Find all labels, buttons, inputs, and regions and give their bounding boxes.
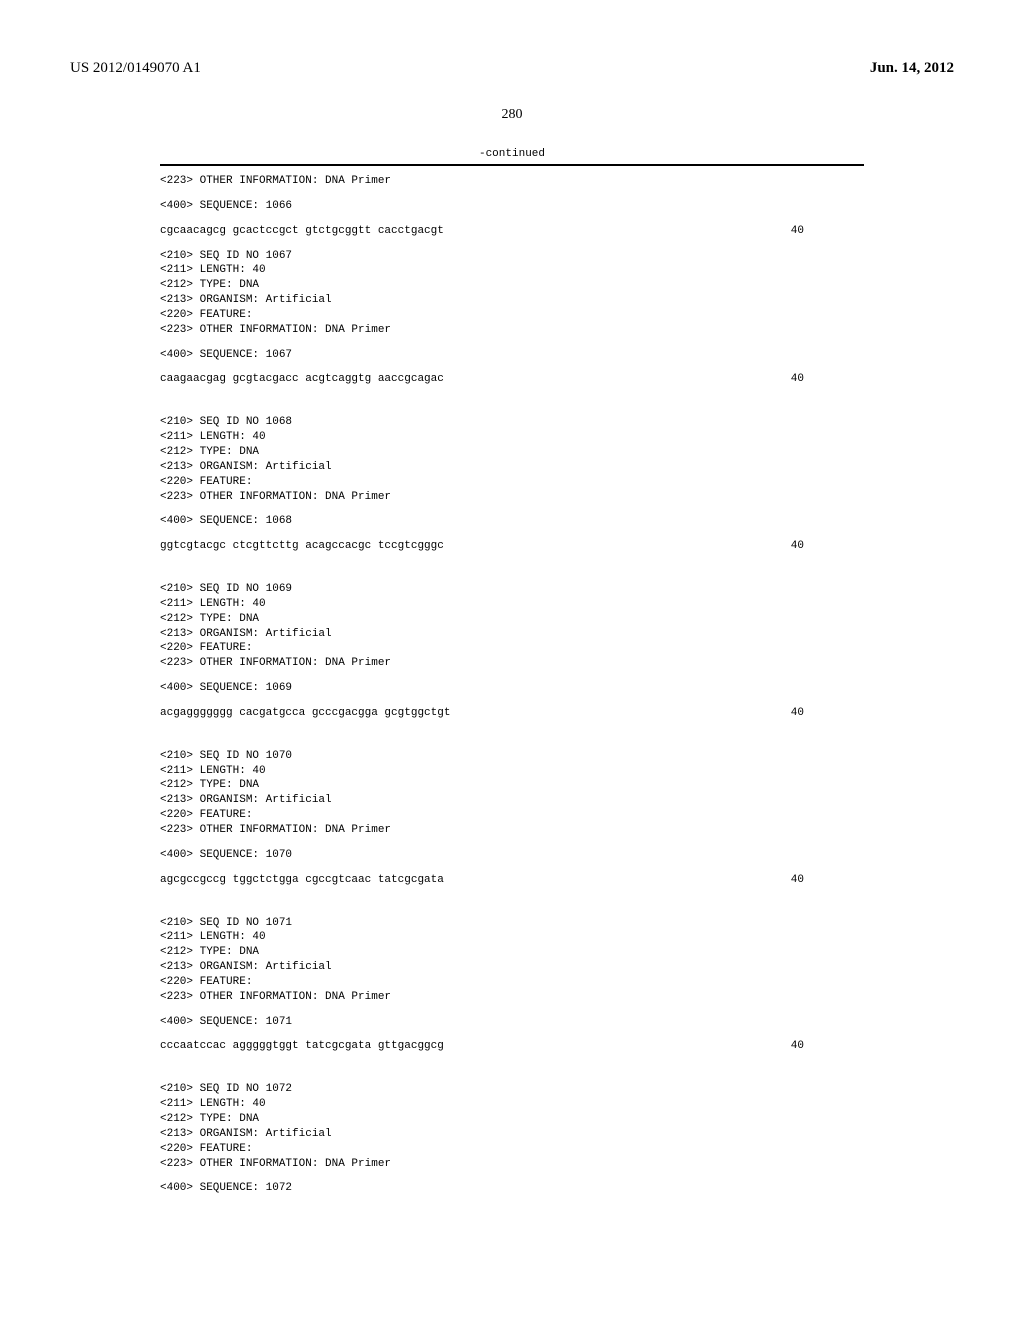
type-line: <212> TYPE: DNA	[160, 445, 864, 460]
length-line: <211> LENGTH: 40	[160, 764, 864, 779]
sequence-text: ggtcgtacgc ctcgttcttg acagccacgc tccgtcg…	[160, 539, 444, 554]
divider-line	[160, 164, 864, 166]
page-header: US 2012/0149070 A1 Jun. 14, 2012	[70, 60, 954, 77]
sequence-header: <400> SEQUENCE: 1068	[160, 514, 864, 529]
organism-line: <213> ORGANISM: Artificial	[160, 793, 864, 808]
sequence-length-num: 40	[791, 1039, 864, 1054]
sequence-text: agcgccgccg tggctctgga cgccgtcaac tatcgcg…	[160, 873, 444, 888]
sequence-text: cgcaacagcg gcactccgct gtctgcggtt cacctga…	[160, 224, 444, 239]
type-line: <212> TYPE: DNA	[160, 945, 864, 960]
sequence-row: ggtcgtacgc ctcgttcttg acagccacgc tccgtcg…	[160, 539, 864, 554]
sequence-header: <400> SEQUENCE: 1069	[160, 681, 864, 696]
sequence-text: cccaatccac agggggtggt tatcgcgata gttgacg…	[160, 1039, 444, 1054]
type-line: <212> TYPE: DNA	[160, 278, 864, 293]
sequence-length-num: 40	[791, 873, 864, 888]
sequence-entry: <210> SEQ ID NO 1067<211> LENGTH: 40<212…	[160, 249, 864, 388]
seq-id-line: <210> SEQ ID NO 1070	[160, 749, 864, 764]
sequence-row: acgaggggggg cacgatgcca gcccgacgga gcgtgg…	[160, 706, 864, 721]
first-entry-block: <223> OTHER INFORMATION: DNA Primer <400…	[160, 174, 864, 239]
publication-date: Jun. 14, 2012	[870, 60, 954, 77]
publication-number: US 2012/0149070 A1	[70, 60, 201, 77]
sequence-length-num: 40	[791, 706, 864, 721]
other-info-line: <223> OTHER INFORMATION: DNA Primer	[160, 656, 864, 671]
feature-line: <220> FEATURE:	[160, 308, 864, 323]
sequence-length-num: 40	[791, 224, 864, 239]
other-info-line: <223> OTHER INFORMATION: DNA Primer	[160, 323, 864, 338]
sequence-text: acgaggggggg cacgatgcca gcccgacgga gcgtgg…	[160, 706, 450, 721]
length-line: <211> LENGTH: 40	[160, 263, 864, 278]
sequence-entry: <210> SEQ ID NO 1069<211> LENGTH: 40<212…	[160, 582, 864, 721]
sequence-header: <400> SEQUENCE: 1072	[160, 1181, 864, 1196]
feature-line: <220> FEATURE:	[160, 1142, 864, 1157]
seq-id-line: <210> SEQ ID NO 1068	[160, 415, 864, 430]
length-line: <211> LENGTH: 40	[160, 430, 864, 445]
continued-label: -continued	[70, 148, 954, 160]
seq-id-line: <210> SEQ ID NO 1071	[160, 916, 864, 931]
sequence-row: caagaacgag gcgtacgacc acgtcaggtg aaccgca…	[160, 372, 864, 387]
type-line: <212> TYPE: DNA	[160, 1112, 864, 1127]
sequence-listing: <223> OTHER INFORMATION: DNA Primer <400…	[160, 174, 864, 1196]
sequence-entry: <210> SEQ ID NO 1068<211> LENGTH: 40<212…	[160, 415, 864, 554]
sequence-row: cccaatccac agggggtggt tatcgcgata gttgacg…	[160, 1039, 864, 1054]
organism-line: <213> ORGANISM: Artificial	[160, 960, 864, 975]
sequence-entry: <210> SEQ ID NO 1070<211> LENGTH: 40<212…	[160, 749, 864, 888]
sequence-header: <400> SEQUENCE: 1066	[160, 199, 864, 214]
type-line: <212> TYPE: DNA	[160, 778, 864, 793]
organism-line: <213> ORGANISM: Artificial	[160, 293, 864, 308]
type-line: <212> TYPE: DNA	[160, 612, 864, 627]
sequence-header: <400> SEQUENCE: 1070	[160, 848, 864, 863]
organism-line: <213> ORGANISM: Artificial	[160, 460, 864, 475]
sequence-entry: <210> SEQ ID NO 1072<211> LENGTH: 40<212…	[160, 1082, 864, 1196]
sequence-row: agcgccgccg tggctctgga cgccgtcaac tatcgcg…	[160, 873, 864, 888]
feature-line: <220> FEATURE:	[160, 641, 864, 656]
other-info-line: <223> OTHER INFORMATION: DNA Primer	[160, 490, 864, 505]
seq-id-line: <210> SEQ ID NO 1072	[160, 1082, 864, 1097]
sequence-entry: <210> SEQ ID NO 1071<211> LENGTH: 40<212…	[160, 916, 864, 1055]
sequence-length-num: 40	[791, 372, 864, 387]
sequence-text: caagaacgag gcgtacgacc acgtcaggtg aaccgca…	[160, 372, 444, 387]
organism-line: <213> ORGANISM: Artificial	[160, 627, 864, 642]
other-info-line: <223> OTHER INFORMATION: DNA Primer	[160, 823, 864, 838]
sequence-header: <400> SEQUENCE: 1067	[160, 348, 864, 363]
sequence-row: cgcaacagcg gcactccgct gtctgcggtt cacctga…	[160, 224, 864, 239]
sequence-length-num: 40	[791, 539, 864, 554]
sequence-header: <400> SEQUENCE: 1071	[160, 1015, 864, 1030]
feature-line: <220> FEATURE:	[160, 975, 864, 990]
other-info-line: <223> OTHER INFORMATION: DNA Primer	[160, 1157, 864, 1172]
length-line: <211> LENGTH: 40	[160, 930, 864, 945]
feature-line: <220> FEATURE:	[160, 808, 864, 823]
length-line: <211> LENGTH: 40	[160, 1097, 864, 1112]
page-number: 280	[70, 107, 954, 123]
feature-line: <220> FEATURE:	[160, 475, 864, 490]
other-info-line: <223> OTHER INFORMATION: DNA Primer	[160, 174, 864, 189]
length-line: <211> LENGTH: 40	[160, 597, 864, 612]
other-info-line: <223> OTHER INFORMATION: DNA Primer	[160, 990, 864, 1005]
seq-id-line: <210> SEQ ID NO 1067	[160, 249, 864, 264]
organism-line: <213> ORGANISM: Artificial	[160, 1127, 864, 1142]
seq-id-line: <210> SEQ ID NO 1069	[160, 582, 864, 597]
